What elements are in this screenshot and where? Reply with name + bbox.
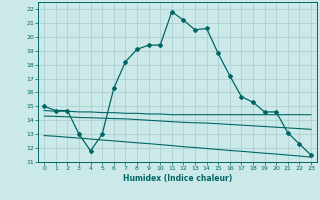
X-axis label: Humidex (Indice chaleur): Humidex (Indice chaleur)	[123, 174, 232, 183]
